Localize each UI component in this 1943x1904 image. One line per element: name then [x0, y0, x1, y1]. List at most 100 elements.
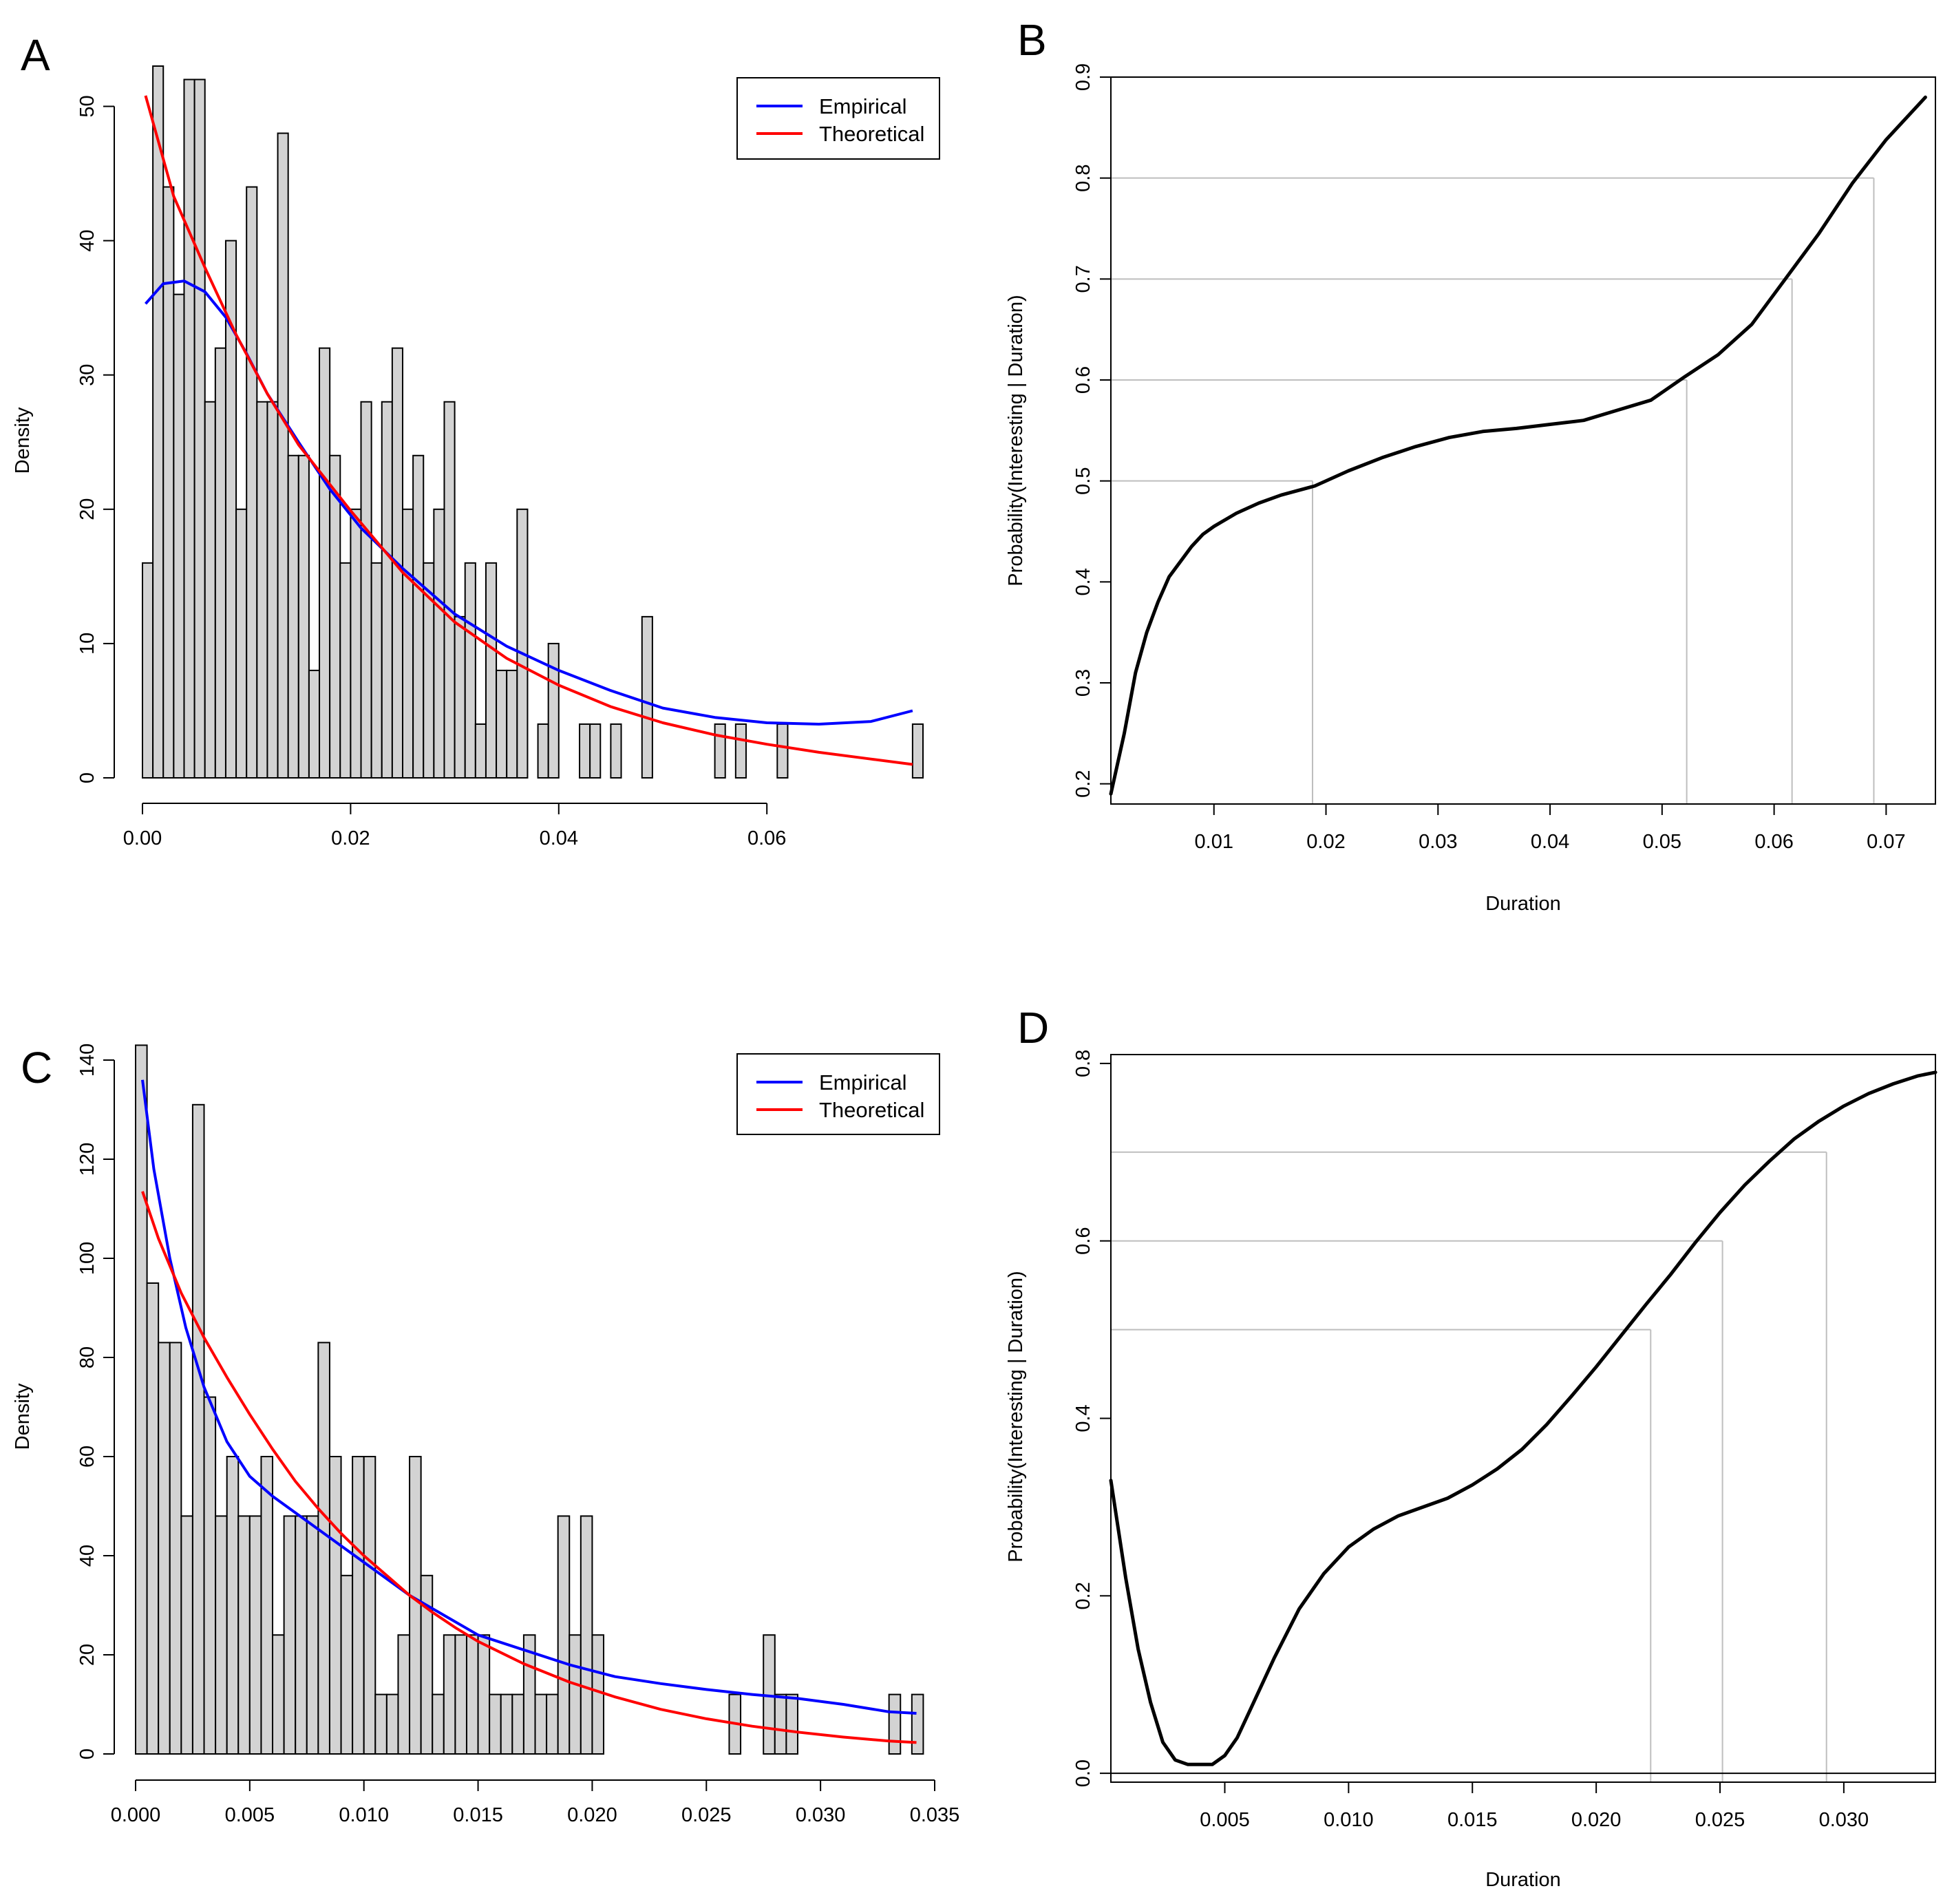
histogram-bar — [339, 562, 352, 779]
x-tick-label: 0.06 — [747, 827, 786, 849]
histogram-bar — [911, 1693, 924, 1755]
x-tick-label: 0.025 — [1695, 1809, 1745, 1831]
x-tick-label: 0.010 — [339, 1804, 389, 1826]
x-tick-label: 0.06 — [1754, 831, 1793, 853]
histogram-bar — [589, 723, 602, 779]
y-axis-title: Probability(Interesting | Duration) — [1005, 295, 1027, 586]
histogram-bar — [237, 1515, 251, 1755]
panel-label-d: D — [1017, 1003, 1049, 1053]
y-tick-label: 0 — [76, 772, 98, 783]
probability-curve — [1109, 1070, 1937, 1766]
y-tick-label: 0.2 — [1072, 770, 1094, 798]
y-tick-label: 0.3 — [1072, 669, 1094, 697]
histogram-bar — [432, 1693, 445, 1755]
y-tick-label: 50 — [76, 95, 98, 117]
plot-frame — [1110, 76, 1936, 805]
x-tick-label: 0.000 — [111, 1804, 161, 1826]
histogram-bar — [329, 454, 341, 779]
histogram-bar — [454, 615, 466, 779]
histogram-bar — [454, 1634, 467, 1755]
histogram-bar — [135, 1044, 148, 1755]
x-tick-label: 0.01 — [1195, 831, 1233, 853]
histogram-bar — [173, 293, 185, 779]
histogram-bar — [516, 508, 529, 779]
histogram-bar — [443, 1634, 456, 1755]
y-axis-title: Density — [12, 1383, 34, 1450]
x-tick-label: 0.005 — [1200, 1809, 1250, 1831]
histogram-bar — [352, 1456, 365, 1755]
histogram-bar — [226, 1456, 240, 1755]
x-tick-label: 0.015 — [1447, 1809, 1498, 1831]
histogram-bar — [319, 347, 331, 779]
y-tick-label: 40 — [76, 1545, 98, 1567]
histogram-bar — [776, 723, 789, 779]
histogram-bar — [911, 723, 924, 779]
histogram-bar — [215, 1515, 228, 1755]
legend-label: Empirical — [819, 94, 906, 118]
x-tick-label: 0.020 — [1571, 1809, 1622, 1831]
x-tick-label: 0.010 — [1324, 1809, 1374, 1831]
histogram-bar — [714, 723, 726, 779]
histogram-bar — [591, 1634, 605, 1755]
y-tick-label: 0.4 — [1072, 568, 1094, 595]
histogram-bar — [308, 669, 321, 779]
histogram-bar — [256, 401, 268, 779]
histogram-bar — [370, 562, 383, 779]
histogram-bar — [433, 508, 445, 779]
x-tick-label: 0.035 — [910, 1804, 960, 1826]
histogram-bar — [579, 723, 591, 779]
histogram-bar — [385, 1693, 399, 1755]
histogram-bar — [146, 1282, 160, 1755]
histogram-bar — [557, 1515, 571, 1755]
histogram-bar — [277, 132, 289, 779]
y-axis-title: Density — [12, 407, 34, 474]
series-line-theoretical — [141, 1191, 917, 1744]
x-tick-label: 0.030 — [1819, 1809, 1869, 1831]
histogram-bar — [328, 1456, 342, 1755]
histogram-bar — [534, 1693, 548, 1755]
histogram-bar — [246, 186, 258, 779]
x-tick-label: 0.020 — [567, 1804, 617, 1826]
x-tick-label: 0.02 — [1306, 831, 1345, 853]
panel-c-histogram: 0.000 0.005 0.010 0.015 0.020 0.025 0.030 0.035… — [12, 1044, 959, 1826]
y-tick-label: 40 — [76, 229, 98, 251]
histogram-bar — [420, 1574, 434, 1755]
histogram-bar — [506, 669, 518, 779]
y-tick-label: 120 — [76, 1143, 98, 1176]
histogram-bar — [374, 1693, 387, 1755]
histogram-bar — [785, 1693, 798, 1755]
histogram-bar — [402, 508, 414, 779]
series-line-empirical — [144, 279, 913, 726]
x-tick-label: 0.025 — [681, 1804, 732, 1826]
x-tick-label: 0.05 — [1643, 831, 1681, 853]
panel-label-a: A — [21, 30, 50, 80]
histogram-bar — [474, 723, 487, 779]
histogram-bar — [641, 615, 653, 779]
y-axis-title: Probability(Interesting | Duration) — [1005, 1271, 1027, 1562]
y-tick-label: 0.0 — [1072, 1759, 1094, 1787]
histogram-bar — [180, 1515, 193, 1755]
histogram-bar — [203, 1396, 217, 1755]
histogram-bar — [397, 1634, 411, 1755]
histogram-bar — [169, 1342, 182, 1755]
histogram-bar — [500, 1693, 513, 1755]
y-tick-label: 0.7 — [1072, 265, 1094, 293]
histogram-bar — [546, 1693, 559, 1755]
y-tick-label: 60 — [76, 1446, 98, 1468]
x-tick-label: 0.005 — [225, 1804, 275, 1826]
probability-curve — [1109, 95, 1927, 796]
x-tick-label: 0.00 — [123, 827, 162, 849]
histogram-bar — [363, 1456, 376, 1755]
y-tick-label: 140 — [76, 1044, 98, 1077]
x-tick-label: 0.04 — [1531, 831, 1569, 853]
histogram-bar — [381, 401, 393, 779]
histogram-bar — [260, 1456, 274, 1755]
histogram-bar — [306, 1515, 319, 1755]
histogram-bar — [412, 454, 425, 779]
legend-label: Theoretical — [819, 1098, 924, 1122]
legend-label: Empirical — [819, 1070, 906, 1094]
legend-box — [736, 77, 940, 160]
histogram-bar — [409, 1456, 422, 1755]
y-tick-label: 20 — [76, 1644, 98, 1666]
